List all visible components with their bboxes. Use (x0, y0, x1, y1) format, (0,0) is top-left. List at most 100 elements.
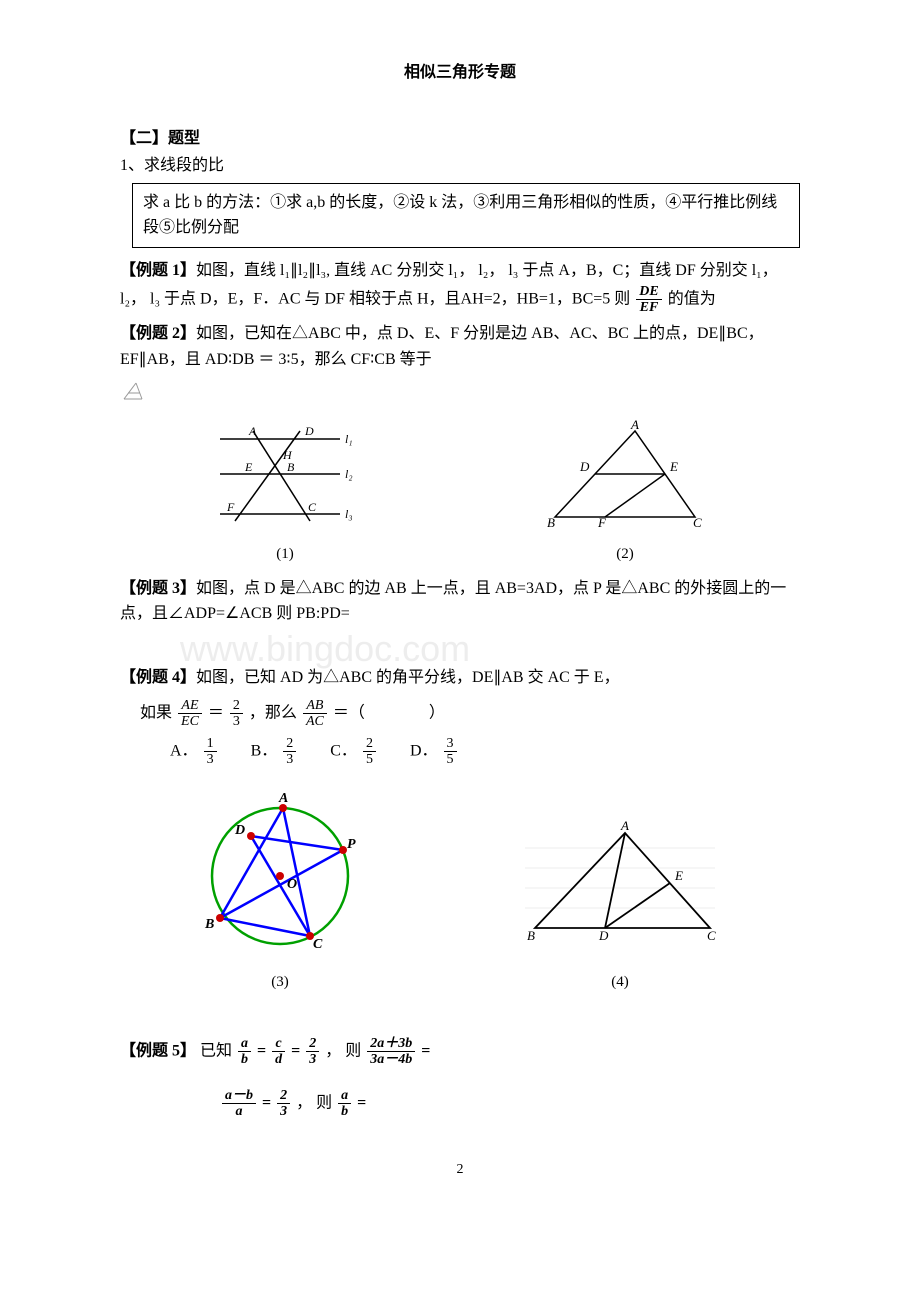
ad: 3 (204, 752, 217, 767)
svg-text:O: O (287, 877, 297, 892)
figure-row-2: A D P O B C (3) A E B D C (4) (120, 788, 800, 995)
ex4-f3: AB AC (303, 698, 327, 730)
f2d: 3 (230, 714, 243, 729)
svg-text:A: A (278, 791, 288, 806)
page-title: 相似三角形专题 (120, 60, 800, 86)
opt-a-label: A． (170, 742, 198, 759)
ex5-then: ， 则 (325, 1042, 361, 1059)
fan: a (238, 1036, 251, 1052)
opt-b-label: B． (251, 742, 278, 759)
svg-text:B: B (527, 928, 535, 943)
opt-c-label: C． (330, 742, 357, 759)
method-box: 求 a 比 b 的方法：①求 a,b 的长度，②设 k 法，③利用三角形相似的性… (132, 183, 800, 248)
figure-3-svg: A D P O B C (195, 788, 365, 958)
figure-2: A D E B F C (2) (535, 419, 715, 566)
ex4-marker: 【例题 4】 (120, 669, 196, 686)
svg-text:C: C (313, 937, 323, 952)
svg-text:F: F (597, 515, 607, 529)
ex4-eq2: ＝（ ） (333, 705, 445, 722)
small-triangle-icon (120, 379, 146, 410)
svg-text:A: A (620, 818, 629, 833)
f1d: EC (178, 714, 202, 729)
fcd: d (272, 1052, 285, 1067)
opt-d-label: D． (410, 742, 438, 759)
ex4-text-a: 如图，已知 AD 为△ABC 的角平分线，DE∥AB 交 AC 于 E， (196, 669, 620, 686)
figure-4: A E B D C (4) (515, 818, 725, 995)
svg-text:E: E (669, 459, 678, 474)
svg-text:D: D (234, 823, 245, 838)
fig-label-4: (4) (515, 970, 725, 994)
figure-3: A D P O B C (3) (195, 788, 365, 995)
ex2-marker: 【例题 2】 (120, 325, 196, 342)
r1d: 3a－4b (367, 1052, 415, 1067)
bd: 3 (283, 752, 296, 767)
ex4-options: A． 13 B． 23 C． 25 D． 35 (170, 736, 800, 768)
svg-text:E: E (244, 460, 253, 474)
l2rn: a (338, 1088, 351, 1104)
figure-row-1: A D H E B F C l₁ l₂ l₃ (1) A D E B F C (… (120, 419, 800, 566)
ex4-f1: AE EC (178, 698, 202, 730)
ex5-marker: 【例题 5】 (120, 1042, 196, 1059)
l22n: 2 (277, 1088, 290, 1104)
svg-text:C: C (308, 500, 317, 514)
fig-label-1: (1) (205, 542, 365, 566)
subsection-1: 1、求线段的比 (120, 153, 800, 179)
example-4: 【例题 4】如图，已知 AD 为△ABC 的角平分线，DE∥AB 交 AC 于 … (120, 665, 800, 768)
svg-text:D: D (598, 928, 609, 943)
svg-text:C: C (693, 515, 702, 529)
svg-text:D: D (304, 424, 314, 438)
figure-1: A D H E B F C l₁ l₂ l₃ (1) (205, 419, 365, 566)
ex1-frac-den: EF (636, 300, 661, 315)
ex3-text: 如图，点 D 是△ABC 的边 AB 上一点，且 AB=3AD，点 P 是△AB… (120, 580, 786, 623)
svg-text:B: B (547, 515, 555, 529)
f3d: AC (303, 714, 327, 729)
ex5-known: 已知 (200, 1042, 232, 1059)
f2n5: 2 (306, 1036, 319, 1052)
dd: 5 (444, 752, 457, 767)
fcn: c (272, 1036, 285, 1052)
fad: b (238, 1052, 251, 1067)
opt-d: D． 35 (410, 736, 459, 768)
figure-2-svg: A D E B F C (535, 419, 715, 529)
f3n: AB (303, 698, 327, 714)
ex4-then: ，那么 (249, 705, 297, 722)
ex1-frac-num: DE (636, 284, 661, 300)
ex1-fraction: DE EF (636, 284, 661, 316)
dn: 3 (444, 736, 457, 752)
ex3-marker: 【例题 3】 (120, 580, 196, 597)
l2d: a (222, 1104, 256, 1119)
f2n: 2 (230, 698, 243, 714)
svg-text:E: E (674, 868, 683, 883)
svg-text:F: F (226, 500, 235, 514)
svg-text:l₁: l₁ (345, 432, 353, 446)
ex5-eq: = (421, 1042, 430, 1059)
example-3: 【例题 3】如图，点 D 是△ABC 的边 AB 上一点，且 AB=3AD，点 … (120, 576, 800, 627)
ex1-text-b: 的值为 (668, 290, 716, 307)
cd: 5 (363, 752, 376, 767)
an: 1 (204, 736, 217, 752)
example-5-line2: a－ba = 23 ， 则 ab = (220, 1088, 800, 1120)
cn: 2 (363, 736, 376, 752)
svg-text:B: B (287, 460, 295, 474)
svg-text:l₂: l₂ (345, 467, 353, 481)
svg-text:l₃: l₃ (345, 507, 353, 521)
opt-a: A． 13 (170, 736, 219, 768)
eq1: ＝ (208, 705, 224, 722)
example-1: 【例题 1】如图，直线 l₁∥l₂∥l₃, 直线 AC 分别交 l₁， l₂， … (120, 258, 800, 315)
svg-text:A: A (248, 424, 257, 438)
ex2-text: 如图，已知在△ABC 中，点 D、E、F 分别是边 AB、AC、BC 上的点，D… (120, 325, 764, 368)
page-number: 2 (120, 1159, 800, 1181)
svg-text:B: B (204, 917, 214, 932)
figure-4-svg: A E B D C (515, 818, 725, 958)
svg-text:D: D (579, 459, 590, 474)
ex4-f2: 2 3 (230, 698, 243, 730)
fig-label-2: (2) (535, 542, 715, 566)
fig-label-3: (3) (195, 970, 365, 994)
ex4-if: 如果 (140, 705, 172, 722)
example-5: 【例题 5】 已知 ab = cd = 23 ， 则 2a＋3b3a－4b = (120, 1036, 800, 1068)
opt-c: C． 25 (330, 736, 378, 768)
opt-b: B． 23 (251, 736, 299, 768)
l2rd: b (338, 1104, 351, 1119)
svg-text:C: C (707, 928, 716, 943)
l2-then: ， 则 (296, 1094, 332, 1111)
